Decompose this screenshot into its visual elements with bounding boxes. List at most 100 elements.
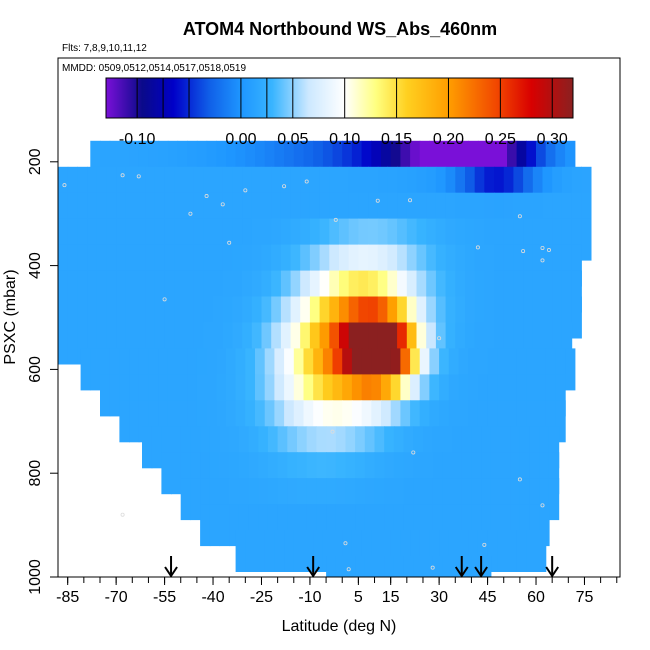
heat-cell	[96, 322, 108, 365]
heat-cell	[116, 166, 127, 209]
heat-cell	[339, 296, 350, 339]
heat-cell	[196, 140, 208, 183]
heat-cell	[358, 218, 369, 261]
sample-dot	[375, 198, 380, 203]
heat-cell	[416, 270, 427, 313]
heat-cell	[406, 270, 418, 313]
heat-cell	[561, 218, 573, 261]
heat-cell	[58, 166, 69, 209]
heat-cell	[154, 166, 166, 209]
heat-cell	[532, 244, 544, 287]
heat-cell	[145, 218, 156, 261]
sample-dot	[346, 567, 351, 572]
colorbar-tick-label: 0.05	[277, 131, 308, 148]
x-axis-label: Latitude (deg N)	[282, 618, 397, 635]
heat-cell	[287, 478, 298, 521]
heat-cell	[313, 348, 324, 391]
heat-cell	[494, 244, 505, 287]
heat-cell	[297, 478, 308, 521]
heat-cell	[229, 426, 240, 469]
sample-dot	[437, 336, 442, 341]
heat-cell	[280, 218, 292, 261]
heat-cell	[539, 478, 550, 521]
heat-cell	[106, 166, 117, 209]
heat-cell	[109, 140, 120, 183]
heat-cell	[280, 192, 292, 235]
heat-cell	[258, 426, 269, 469]
flight-marker-head	[474, 566, 488, 578]
heat-cell	[187, 400, 198, 443]
heat-cell	[371, 140, 382, 183]
heat-cell	[145, 166, 156, 209]
heat-cell	[529, 504, 540, 547]
heat-cell	[510, 504, 521, 547]
sample-dot	[517, 477, 522, 482]
heat-cell	[219, 478, 230, 521]
heat-cell	[290, 192, 301, 235]
heat-cell	[138, 140, 149, 183]
heat-cell	[242, 244, 253, 287]
heat-cell	[271, 192, 282, 235]
heat-cell	[452, 556, 463, 577]
heat-cell	[413, 452, 424, 495]
heat-cell	[274, 400, 285, 443]
heat-cell	[297, 504, 308, 547]
y-tick-label: 200	[27, 148, 44, 175]
heat-cell	[561, 192, 573, 235]
heat-cell	[571, 244, 582, 287]
heat-cell	[158, 374, 169, 417]
heat-cell	[474, 244, 485, 287]
heat-cell	[77, 322, 88, 365]
heat-cell	[154, 296, 166, 339]
heat-cell	[274, 374, 285, 417]
heat-cell	[432, 556, 443, 577]
heat-cell	[351, 348, 363, 391]
heat-cell	[167, 400, 179, 443]
heat-cell	[413, 504, 424, 547]
heat-cell	[494, 192, 505, 235]
heat-cell	[290, 218, 301, 261]
heat-cell	[345, 426, 356, 469]
heat-cell	[203, 166, 214, 209]
heat-cell	[458, 530, 469, 572]
heat-cell	[203, 270, 214, 313]
heat-cell	[477, 400, 489, 443]
heat-cell	[490, 452, 502, 495]
heat-cell	[542, 192, 553, 235]
heat-cell	[497, 348, 508, 391]
heat-cell	[400, 140, 411, 183]
heat-cell	[384, 504, 395, 547]
heat-cell	[293, 400, 305, 443]
heat-cell	[206, 140, 217, 183]
colorbar-ticks: -0.10 0.00 0.05 0.10 0.15 0.20 0.25 0.30	[119, 78, 568, 148]
heat-cell	[216, 374, 227, 417]
heat-cell	[445, 296, 456, 339]
heat-cell	[142, 426, 153, 469]
heat-cell	[461, 556, 472, 577]
heat-cell	[96, 270, 108, 313]
heat-cell	[255, 530, 266, 572]
heat-cell	[232, 218, 243, 261]
heat-cell	[345, 452, 356, 495]
heat-cell	[329, 270, 340, 313]
heat-cell	[442, 426, 453, 469]
heat-cell	[374, 478, 385, 521]
heat-cell	[358, 296, 369, 339]
flight-marker-head	[545, 566, 560, 578]
heat-cell	[442, 556, 453, 577]
heat-cell	[384, 426, 395, 469]
heat-cell	[384, 556, 395, 577]
heat-cell	[264, 140, 275, 183]
heat-cell	[474, 192, 485, 235]
heat-cell	[542, 218, 553, 261]
heat-cell	[187, 140, 198, 183]
heat-cell	[154, 218, 166, 261]
heat-cell	[529, 452, 540, 495]
heat-cell	[238, 452, 250, 495]
heat-cell	[235, 400, 246, 443]
heat-cell	[400, 530, 411, 572]
heat-cell	[452, 426, 463, 469]
heat-cell	[222, 192, 233, 235]
heat-cell	[351, 400, 363, 443]
heat-cell	[251, 270, 263, 313]
